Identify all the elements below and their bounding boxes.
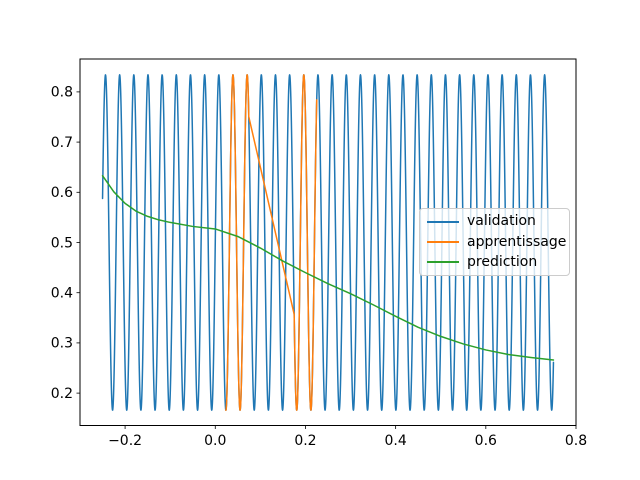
legend-entry-validation: validation <box>427 212 562 231</box>
x-tick-label: 0.4 <box>385 433 407 449</box>
y-tick-label: 0.8 <box>51 85 73 101</box>
prediction-line <box>101 174 555 361</box>
legend-label-prediction: prediction <box>467 253 538 270</box>
y-tick-label: 0.5 <box>51 235 73 251</box>
x-tick-label: −0.2 <box>108 433 142 449</box>
legend-box: validation apprentissage prediction <box>419 208 570 276</box>
y-tick-label: 0.2 <box>51 386 73 402</box>
y-tick-label: 0.7 <box>51 135 73 151</box>
y-tick-label: 0.4 <box>51 286 73 302</box>
x-tick-label: 0.6 <box>475 433 497 449</box>
validation-line-swatch <box>427 220 459 223</box>
x-tick-label: 0.8 <box>565 433 587 449</box>
legend-entry-prediction: prediction <box>427 253 562 272</box>
y-tick-label: 0.6 <box>51 185 73 201</box>
prediction-line-swatch <box>427 261 459 264</box>
legend-label-validation: validation <box>467 213 536 230</box>
apprentissage-line-swatch <box>427 241 459 243</box>
legend-entry-apprentissage: apprentissage <box>427 233 566 252</box>
x-tick-label: 0.2 <box>294 433 316 449</box>
y-tick-label: 0.3 <box>51 336 73 352</box>
apprentissage-line <box>225 74 318 411</box>
x-tick-label: 0.0 <box>204 433 226 449</box>
legend-label-apprentissage: apprentissage <box>467 233 567 250</box>
validation-line <box>101 74 555 411</box>
